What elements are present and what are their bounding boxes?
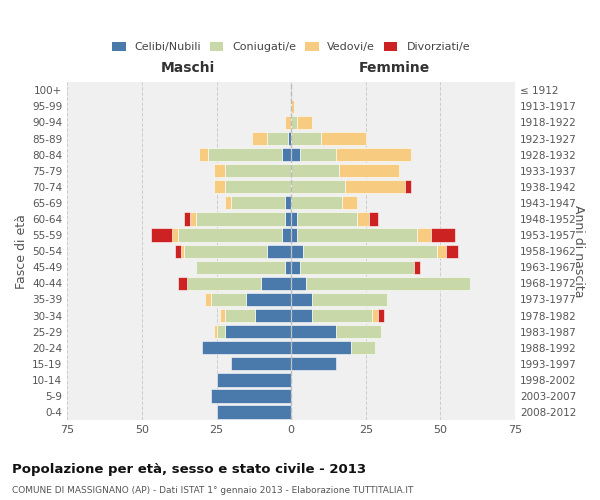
Bar: [285, 212, 291, 226]
Bar: [217, 406, 291, 418]
Bar: [184, 244, 267, 258]
Legend: Celibi/Nubili, Coniugati/e, Vedovi/e, Divorziati/e: Celibi/Nubili, Coniugati/e, Vedovi/e, Di…: [108, 37, 475, 56]
Bar: [336, 148, 410, 161]
Bar: [220, 309, 226, 322]
Bar: [291, 277, 306, 290]
Bar: [291, 180, 345, 194]
Bar: [291, 100, 294, 113]
Bar: [211, 293, 247, 306]
Bar: [446, 244, 458, 258]
Bar: [413, 260, 419, 274]
Bar: [205, 293, 211, 306]
Bar: [291, 196, 342, 209]
Bar: [378, 309, 384, 322]
Bar: [291, 228, 297, 241]
Bar: [151, 228, 172, 241]
Bar: [178, 277, 187, 290]
Bar: [214, 164, 226, 177]
Bar: [291, 212, 297, 226]
Bar: [339, 164, 398, 177]
Bar: [431, 228, 455, 241]
Bar: [291, 132, 321, 145]
Bar: [196, 260, 285, 274]
Bar: [226, 309, 256, 322]
Bar: [291, 325, 336, 338]
Bar: [208, 148, 282, 161]
Bar: [247, 293, 291, 306]
Bar: [404, 180, 410, 194]
Bar: [226, 180, 291, 194]
Bar: [291, 309, 312, 322]
Bar: [267, 132, 288, 145]
Bar: [214, 180, 226, 194]
Bar: [172, 228, 178, 241]
Bar: [262, 277, 291, 290]
Bar: [291, 357, 336, 370]
Bar: [187, 277, 262, 290]
Bar: [226, 164, 291, 177]
Bar: [291, 164, 339, 177]
Text: Femmine: Femmine: [359, 62, 430, 76]
Bar: [321, 132, 366, 145]
Text: Popolazione per età, sesso e stato civile - 2013: Popolazione per età, sesso e stato civil…: [12, 462, 366, 475]
Bar: [312, 309, 372, 322]
Bar: [253, 132, 267, 145]
Bar: [190, 212, 196, 226]
Bar: [291, 244, 303, 258]
Bar: [196, 212, 285, 226]
Bar: [285, 260, 291, 274]
Bar: [211, 390, 291, 402]
Bar: [369, 212, 378, 226]
Bar: [300, 260, 413, 274]
Bar: [288, 132, 291, 145]
Bar: [184, 212, 190, 226]
Bar: [199, 148, 208, 161]
Bar: [175, 244, 181, 258]
Bar: [291, 293, 312, 306]
Bar: [300, 148, 336, 161]
Bar: [312, 293, 386, 306]
Text: COMUNE DI MASSIGNANO (AP) - Dati ISTAT 1° gennaio 2013 - Elaborazione TUTTITALIA: COMUNE DI MASSIGNANO (AP) - Dati ISTAT 1…: [12, 486, 413, 495]
Y-axis label: Anni di nascita: Anni di nascita: [572, 205, 585, 298]
Bar: [226, 325, 291, 338]
Bar: [416, 228, 431, 241]
Bar: [342, 196, 357, 209]
Bar: [217, 325, 226, 338]
Bar: [214, 325, 217, 338]
Bar: [181, 244, 184, 258]
Bar: [285, 196, 291, 209]
Bar: [291, 260, 300, 274]
Bar: [267, 244, 291, 258]
Bar: [297, 116, 312, 129]
Bar: [372, 309, 378, 322]
Bar: [345, 180, 404, 194]
Bar: [297, 228, 416, 241]
Bar: [306, 277, 470, 290]
Bar: [291, 148, 300, 161]
Bar: [202, 341, 291, 354]
Bar: [297, 212, 357, 226]
Bar: [291, 341, 351, 354]
Bar: [285, 116, 291, 129]
Bar: [336, 325, 381, 338]
Bar: [232, 357, 291, 370]
Bar: [232, 196, 285, 209]
Bar: [437, 244, 446, 258]
Bar: [256, 309, 291, 322]
Bar: [282, 228, 291, 241]
Bar: [226, 196, 232, 209]
Bar: [291, 116, 297, 129]
Bar: [303, 244, 437, 258]
Text: Maschi: Maschi: [161, 62, 215, 76]
Bar: [217, 374, 291, 386]
Bar: [282, 148, 291, 161]
Bar: [351, 341, 375, 354]
Bar: [357, 212, 369, 226]
Y-axis label: Fasce di età: Fasce di età: [15, 214, 28, 288]
Bar: [178, 228, 282, 241]
